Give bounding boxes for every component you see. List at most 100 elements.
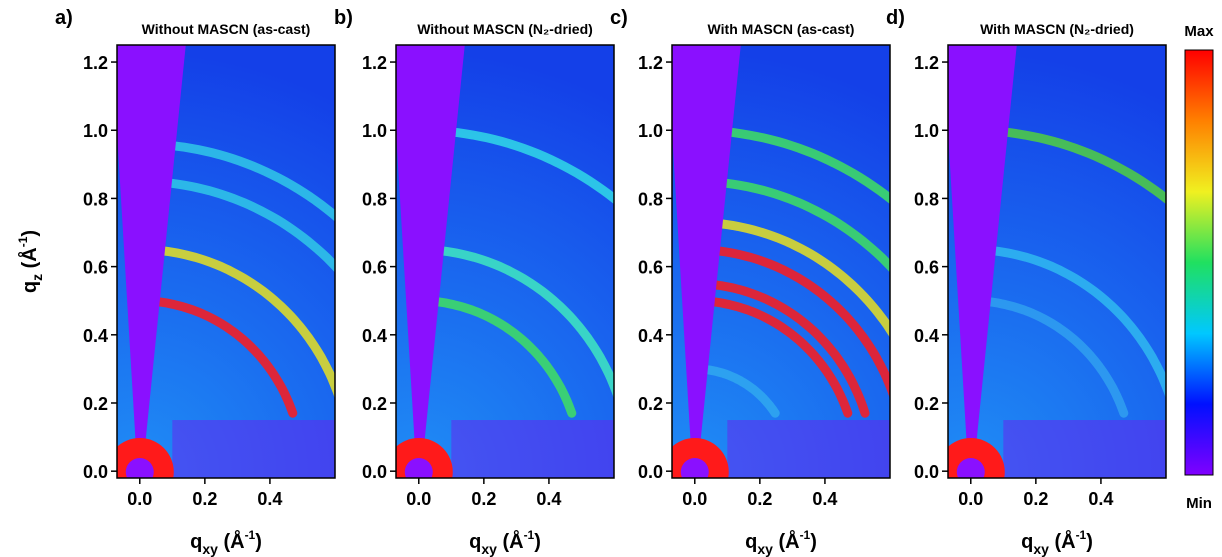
beam-stop (125, 458, 154, 478)
diffraction-ring (971, 296, 1129, 418)
below-horizon (1003, 420, 1166, 478)
plot-area (117, 45, 335, 478)
axis-label: qz (Å-1) (16, 230, 45, 293)
x-tick-label: 0.2 (1023, 489, 1048, 509)
x-tick-label: 0.0 (682, 489, 707, 509)
axis-label: qxy (Å-1) (469, 528, 541, 557)
y-tick-label: 1.2 (638, 53, 663, 73)
x-tick-label: 0.2 (192, 489, 217, 509)
y-tick-label: 0.4 (914, 326, 939, 346)
panel: 0.0 0.2 0.4 0.0 0.2 0.4 0.6 0.8 1.0 1.2 b) Without … (334, 7, 615, 557)
colorbar-min: Min (1186, 495, 1212, 512)
y-tick-label: 0.0 (638, 462, 663, 482)
x-tick-label: 0.2 (747, 489, 772, 509)
colorbar-max: Max (1184, 23, 1214, 40)
axis-label: qxy (Å-1) (745, 528, 817, 557)
missing-wedge (117, 45, 186, 478)
x-tick-label: 0.4 (812, 489, 837, 509)
panel: 0.0 0.2 0.4 0.0 0.2 0.4 0.6 0.8 1.0 1.2 a) Without … (16, 7, 336, 557)
axis-label: qxy (Å-1) (190, 528, 262, 557)
panel-title: With MASCN (N₂-dried) (980, 21, 1134, 37)
y-tick-label: 0.0 (914, 462, 939, 482)
diffraction-ring (698, 177, 890, 273)
y-tick-label: 1.0 (638, 121, 663, 141)
panel: 0.0 0.2 0.4 0.0 0.2 0.4 0.6 0.8 1.0 1.2 c) With MAS… (610, 7, 891, 557)
label-subscript: xy (757, 541, 773, 557)
label-subscript: z (29, 274, 45, 281)
panel: 0.0 0.2 0.4 0.0 0.2 0.4 0.6 0.8 1.0 1.2 d) With MAS… (886, 7, 1167, 557)
plot-frame (947, 44, 1167, 479)
x-tick-label: 0.2 (471, 489, 496, 509)
diffraction-ring (697, 217, 890, 338)
missing-wedge (948, 45, 1017, 478)
label-unit: (Å (1049, 529, 1076, 553)
label-superscript: -1 (524, 528, 535, 542)
y-tick-label: 0.2 (914, 394, 939, 414)
axis-label: qxy (Å-1) (1021, 528, 1093, 557)
y-tick-label: 1.0 (914, 121, 939, 141)
y-tick-label: 1.0 (362, 121, 387, 141)
missing-wedge (396, 45, 465, 478)
x-tick-label: 0.4 (1088, 489, 1113, 509)
diffraction-ring (695, 296, 853, 418)
beam-stop (404, 458, 433, 478)
panel-label: b) (334, 7, 353, 29)
label-superscript: -1 (1076, 528, 1087, 542)
y-tick-label: 0.6 (83, 258, 108, 278)
label-subscript: xy (1033, 541, 1049, 557)
diffraction-ring (695, 279, 870, 418)
y-tick-label: 0.4 (638, 326, 663, 346)
label-symbol: q (745, 531, 757, 553)
diffraction-ring (693, 364, 780, 418)
y-tick-label: 0.0 (83, 462, 108, 482)
diffraction-ring (972, 245, 1166, 399)
missing-wedge (672, 45, 741, 478)
y-tick-label: 0.6 (362, 258, 387, 278)
label-unit: (Å (17, 247, 41, 274)
plot-area (672, 45, 890, 478)
panel-title: Without MASCN (N₂-dried) (417, 21, 593, 37)
panel-title: With MASCN (as-cast) (708, 21, 855, 37)
label-subscript: xy (202, 541, 218, 557)
colorbar (1184, 49, 1214, 476)
y-tick-label: 0.6 (914, 258, 939, 278)
below-horizon (727, 420, 890, 478)
diffraction-ring (976, 125, 1166, 205)
plot-frame (116, 44, 336, 479)
label-symbol: q (1021, 531, 1033, 553)
diffraction-ring (419, 296, 577, 418)
diffraction-ring (696, 245, 890, 399)
y-tick-label: 0.4 (362, 326, 387, 346)
panel-label: c) (610, 7, 628, 29)
panel-label: a) (55, 7, 73, 29)
y-tick-label: 1.2 (362, 53, 387, 73)
y-tick-label: 0.2 (362, 394, 387, 414)
label-superscript: -1 (800, 528, 811, 542)
y-tick-label: 0.8 (914, 189, 939, 209)
label-symbol: q (19, 281, 41, 293)
plot-frame (671, 44, 891, 479)
x-tick-label: 0.0 (406, 489, 431, 509)
label-unit: (Å (497, 529, 524, 553)
label-end: ) (19, 230, 41, 237)
label-symbol: q (190, 531, 202, 553)
y-tick-label: 0.6 (638, 258, 663, 278)
label-end: ) (810, 531, 817, 553)
y-tick-label: 0.2 (638, 394, 663, 414)
y-tick-label: 0.0 (362, 462, 387, 482)
y-tick-label: 0.8 (362, 189, 387, 209)
x-tick-label: 0.0 (958, 489, 983, 509)
diffraction-ring (420, 245, 614, 399)
label-end: ) (534, 531, 541, 553)
label-unit: (Å (218, 529, 245, 553)
label-end: ) (1086, 531, 1093, 553)
below-horizon (451, 420, 614, 478)
label-subscript: xy (481, 541, 497, 557)
beam-stop (680, 458, 709, 478)
panel-title: Without MASCN (as-cast) (142, 21, 311, 37)
x-tick-label: 0.0 (127, 489, 152, 509)
diffraction-ring (143, 177, 335, 273)
below-horizon (172, 420, 335, 478)
y-tick-label: 1.2 (914, 53, 939, 73)
y-tick-label: 0.4 (83, 326, 108, 346)
